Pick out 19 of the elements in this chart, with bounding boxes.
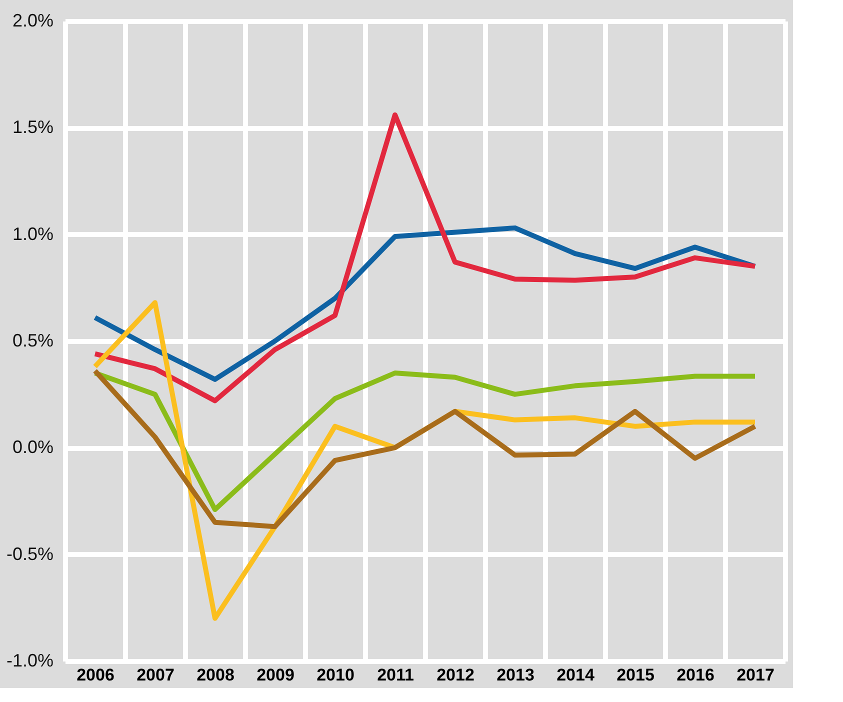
- x-tick-label: 2011: [377, 666, 414, 684]
- x-tick-label: 2016: [676, 666, 714, 684]
- y-tick-label: 1.0%: [12, 224, 54, 244]
- x-tick-label: 2012: [436, 666, 474, 684]
- x-tick-label: 2006: [76, 666, 114, 684]
- y-tick-label: -0.5%: [6, 544, 54, 564]
- y-tick-label: -1.0%: [6, 650, 54, 670]
- y-tick-label: 1.5%: [12, 117, 54, 138]
- x-tick-label: 2013: [496, 666, 534, 684]
- y-tick-label: 2.0%: [12, 10, 54, 30]
- x-tick-label: 2017: [736, 666, 774, 684]
- x-tick-label: 2010: [316, 666, 354, 684]
- x-tick-label: 2007: [136, 666, 174, 684]
- y-tick-label: 0.0%: [12, 437, 54, 458]
- y-tick-label: 0.5%: [12, 330, 54, 350]
- x-tick-label: 2015: [616, 666, 654, 684]
- x-tick-label: 2008: [196, 666, 234, 684]
- x-tick-label: 2014: [556, 666, 595, 684]
- x-tick-label: 2009: [256, 666, 294, 684]
